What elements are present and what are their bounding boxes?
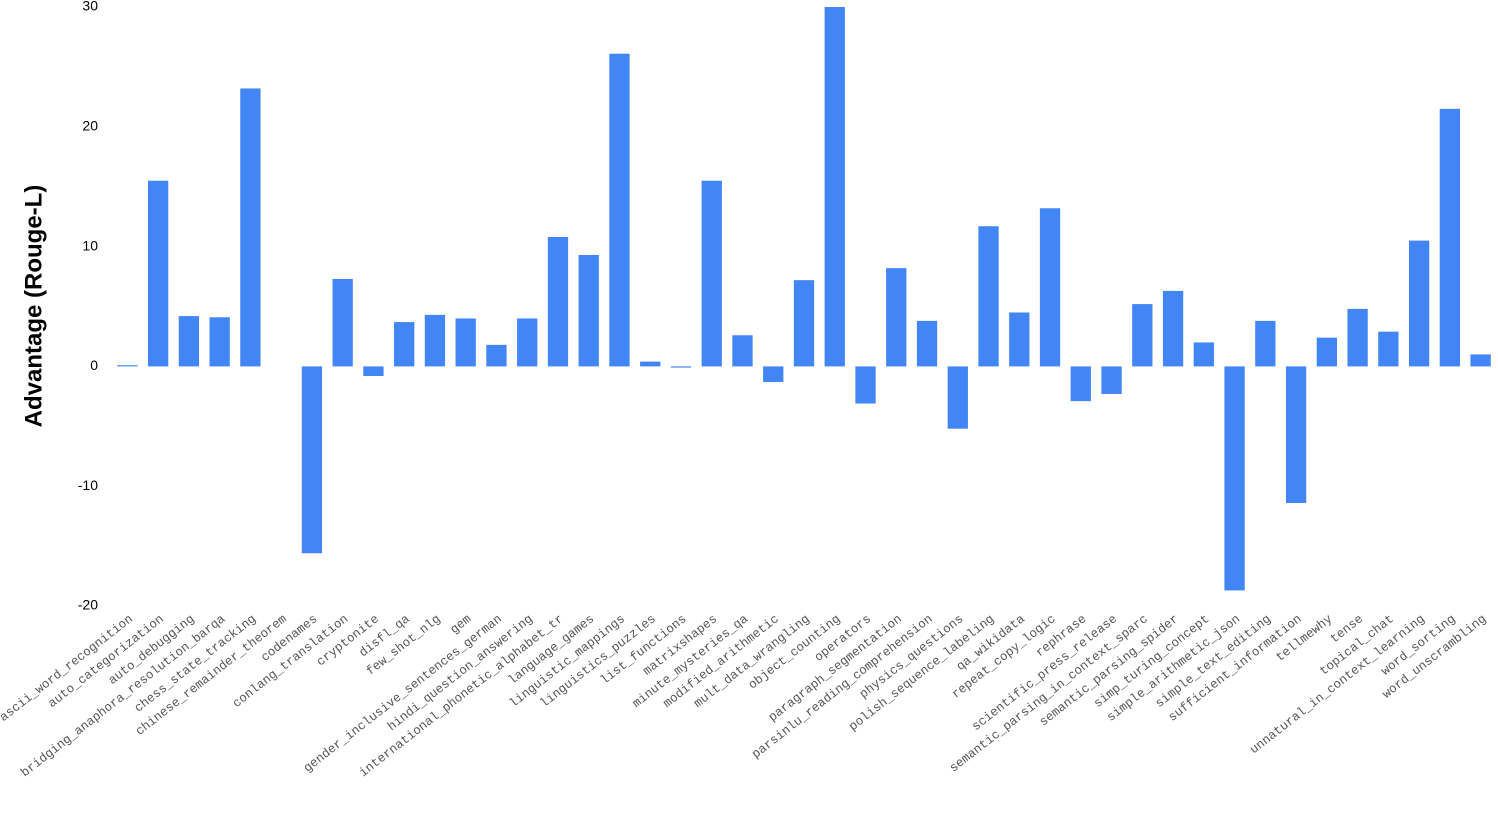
bar (1101, 366, 1122, 394)
bar (1193, 342, 1214, 367)
bar (978, 226, 999, 367)
bar (732, 335, 753, 367)
bar (1162, 290, 1184, 367)
bar (1470, 354, 1491, 367)
bar (117, 365, 138, 367)
y-tick-label: 30 (82, 0, 98, 14)
bar (240, 88, 261, 367)
bar (1285, 366, 1307, 503)
bar (1132, 304, 1153, 367)
bar (394, 322, 415, 367)
y-tick-label: -10 (78, 477, 98, 493)
bar (209, 317, 230, 367)
bar (609, 53, 630, 367)
bar (1347, 308, 1368, 367)
bar (455, 318, 476, 367)
bar (147, 180, 169, 367)
bar (424, 314, 446, 367)
y-tick-label: 10 (82, 237, 98, 253)
bar (1378, 331, 1399, 367)
bar (547, 237, 569, 367)
y-tick-label: 0 (90, 357, 98, 373)
bar (517, 318, 538, 367)
bar (640, 361, 661, 367)
bar (332, 278, 353, 367)
bar (886, 268, 907, 367)
bar (301, 366, 323, 554)
bar (578, 254, 599, 367)
bar (670, 366, 692, 368)
bar (178, 316, 200, 367)
y-tick-label: -20 (78, 597, 98, 613)
bar (947, 366, 968, 429)
bar (1009, 312, 1030, 367)
bar (793, 280, 815, 367)
bar (1224, 366, 1245, 591)
bar (824, 7, 845, 367)
bar (855, 366, 876, 404)
bar (1255, 320, 1276, 367)
bar (1039, 208, 1061, 367)
bar (363, 366, 384, 376)
bar (1408, 240, 1430, 367)
y-axis-label: Advantage (Rouge-L) (20, 185, 47, 428)
bar (1316, 337, 1337, 367)
bar (701, 180, 722, 367)
bar (916, 320, 938, 367)
bar (1070, 366, 1091, 402)
bar (1439, 108, 1461, 367)
bar (763, 366, 784, 382)
y-tick-label: 20 (82, 118, 98, 134)
bar (486, 344, 507, 367)
